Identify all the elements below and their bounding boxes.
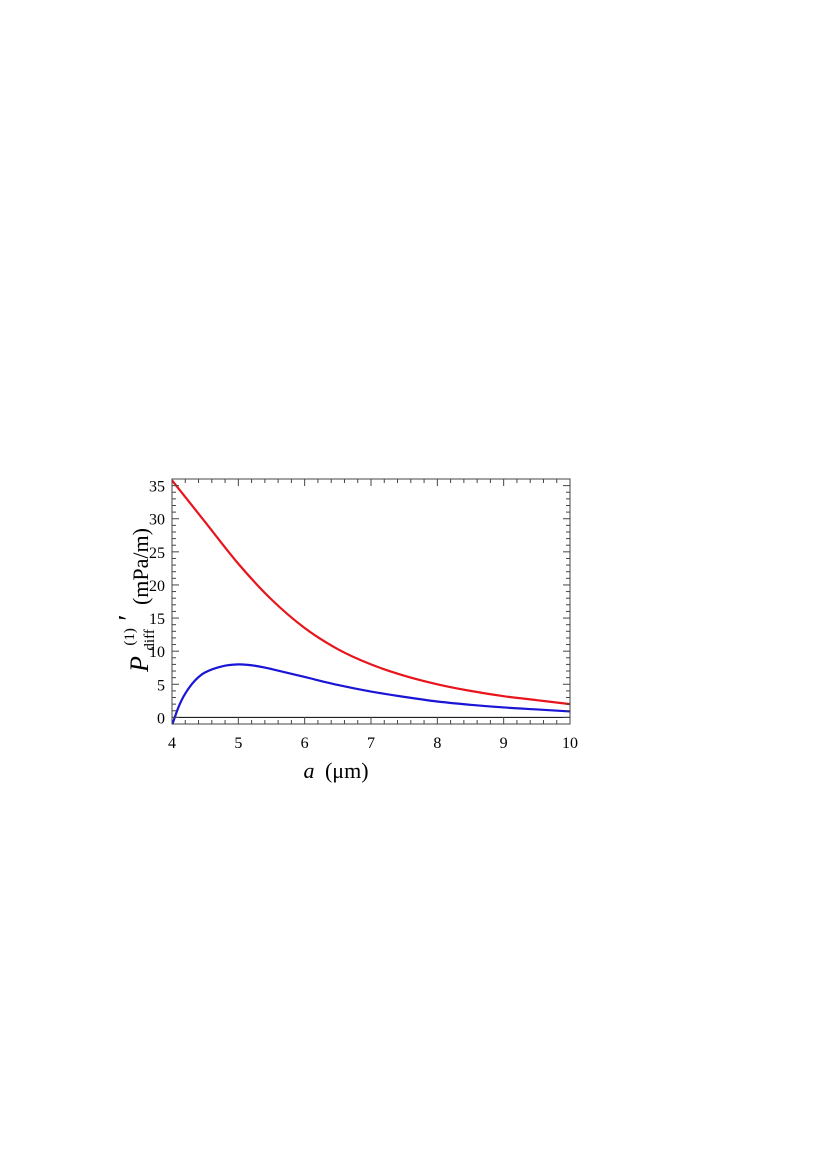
x-axis-label: a (μm) xyxy=(303,758,368,783)
svg-text:P diff (1) ′: P diff (1) ′ (mPa/m) xyxy=(114,528,159,673)
y-tick-label: 10 xyxy=(149,644,165,661)
x-tick-label: 6 xyxy=(301,735,309,752)
series-line-2 xyxy=(172,663,570,724)
plot-area xyxy=(172,479,570,724)
y-axis-subscript: diff xyxy=(142,629,158,650)
y-tick-label: 30 xyxy=(149,512,165,529)
y-tick-label: 20 xyxy=(149,578,165,595)
y-tick-label: 15 xyxy=(149,611,165,628)
y-tick-label: 0 xyxy=(157,710,165,727)
x-axis-unit: (μm) xyxy=(325,758,369,783)
y-axis-symbol: P xyxy=(125,656,154,673)
y-axis-unit: (mPa/m) xyxy=(128,528,153,605)
y-axis-superscript: (1) xyxy=(122,628,138,646)
plot-frame xyxy=(171,478,571,725)
x-tick-label: 5 xyxy=(234,735,242,752)
x-axis-symbol: a xyxy=(303,758,314,783)
y-tick-label: 25 xyxy=(149,545,165,562)
x-tick-label: 7 xyxy=(367,735,375,752)
x-tick-label: 8 xyxy=(433,735,441,752)
x-tick-label: 10 xyxy=(562,735,578,752)
x-tick-label: 4 xyxy=(168,735,176,752)
y-axis-prime: ′ xyxy=(114,615,145,621)
axes: 4 5 6 7 8 9 10 0 5 10 15 20 25 30 35 xyxy=(149,478,578,752)
y-tick-label: 5 xyxy=(157,677,165,694)
y-tick-label: 35 xyxy=(149,479,165,496)
series-line-1 xyxy=(172,479,570,706)
y-axis-label: P diff (1) ′ (mPa/m) xyxy=(114,528,159,673)
x-tick-label: 9 xyxy=(500,735,508,752)
